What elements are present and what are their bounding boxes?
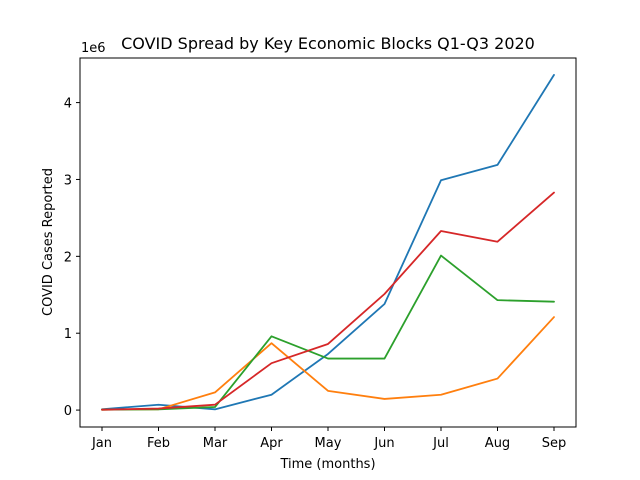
- x-tick-label: Apr: [260, 436, 283, 451]
- y-tick-label: 3: [64, 173, 72, 188]
- y-axis: 0 1 2 3 4: [64, 97, 80, 419]
- x-axis: Jan Feb Mar Apr May Jun Jul Aug Sep: [91, 427, 566, 451]
- series-line-1: [101, 74, 555, 411]
- plot-frame: [79, 57, 577, 428]
- x-tick-label: Mar: [203, 436, 228, 451]
- x-axis-label: Time (months): [279, 457, 375, 472]
- plot-area: Jan Feb Mar Apr May Jun Jul Aug Sep 0 1 2 3 4: [64, 57, 577, 451]
- x-tick-label: Feb: [147, 436, 170, 451]
- y-tick-label: 4: [64, 97, 72, 112]
- series-layer: [101, 74, 555, 411]
- series-line-3: [101, 254, 555, 411]
- series-line-4: [101, 191, 555, 411]
- x-tick-label: Aug: [485, 436, 510, 451]
- x-tick-label: Sep: [542, 436, 567, 451]
- x-tick-label: May: [315, 436, 342, 451]
- y-tick-label: 2: [64, 250, 72, 265]
- x-tick-label: Jul: [432, 436, 449, 451]
- x-tick-label: Jan: [91, 436, 112, 451]
- y-axis-scale-label: 1e6: [81, 41, 106, 56]
- y-axis-label: COVID Cases Reported: [41, 168, 56, 316]
- x-tick-label: Jun: [373, 436, 394, 451]
- y-tick-label: 1: [64, 327, 72, 342]
- chart-title: COVID Spread by Key Economic Blocks Q1-Q…: [121, 34, 535, 53]
- series-line-2: [101, 316, 555, 411]
- y-tick-label: 0: [64, 404, 72, 419]
